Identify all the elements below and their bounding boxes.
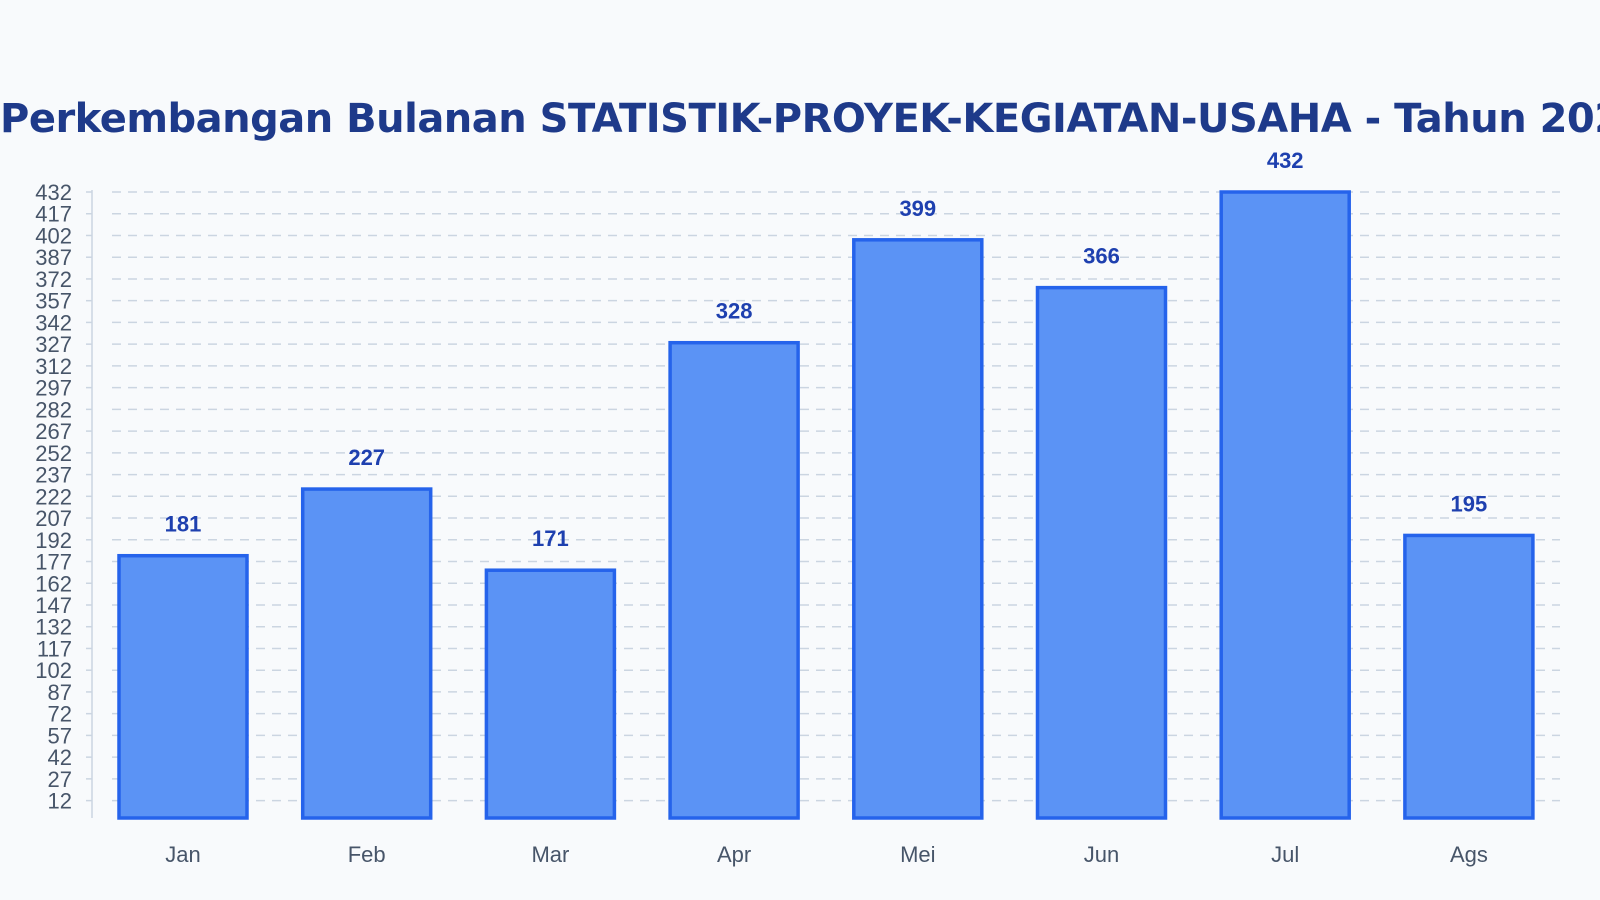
bar-mar: [484, 568, 617, 820]
y-tick-label: 12: [48, 789, 72, 814]
y-tick-label: 237: [35, 463, 72, 488]
y-tick-label: 297: [35, 376, 72, 401]
y-tick-label: 192: [35, 528, 72, 553]
y-tick-label: 252: [35, 441, 72, 466]
x-tick-label: Mei: [900, 842, 935, 867]
y-tick-label: 72: [48, 702, 72, 727]
y-tick-label: 402: [35, 223, 72, 248]
y-tick-label: 267: [35, 419, 72, 444]
x-tick-label: Feb: [348, 842, 386, 867]
y-tick-label: 372: [35, 267, 72, 292]
bar-feb: [300, 487, 433, 820]
y-tick-label: 327: [35, 332, 72, 357]
data-label: 328: [716, 299, 753, 324]
labels: 181 Jan 227 Feb 171 Mar 328 Apr 399 Mei 366 Jun 432 J…: [165, 148, 1488, 867]
y-tick-label: 222: [35, 484, 72, 509]
bar-apr: [668, 340, 800, 820]
y-tick-label: 207: [35, 506, 72, 531]
data-label: 171: [532, 526, 569, 551]
x-tick-label: Apr: [717, 842, 751, 867]
y-tick-label: 417: [35, 202, 72, 227]
y-tick-label: 27: [48, 767, 72, 792]
y-tick-label: 42: [48, 745, 72, 770]
bar-jan: [117, 553, 249, 820]
bar-jul: [1219, 190, 1351, 820]
y-tick-label: 132: [35, 615, 72, 640]
x-tick-label: Jun: [1084, 842, 1119, 867]
x-tick-label: Mar: [531, 842, 569, 867]
data-label: 227: [348, 445, 385, 470]
y-tick-label: 117: [37, 636, 72, 661]
chart-title: Perkembangan Bulanan STATISTIK-PROYEK-KE…: [0, 96, 1600, 142]
x-tick-label: Ags: [1450, 842, 1488, 867]
y-tick-label: 147: [35, 593, 72, 618]
y-tick-label: 162: [35, 571, 72, 596]
y-tick-label: 57: [48, 723, 72, 748]
y-tick-label: 177: [35, 550, 72, 575]
bar-jun: [1035, 285, 1168, 820]
bar-ags: [1403, 533, 1535, 820]
y-tick-label: 432: [35, 180, 72, 205]
data-label: 195: [1451, 491, 1488, 516]
data-label: 366: [1083, 244, 1120, 269]
y-tick-label: 102: [35, 658, 72, 683]
bar-mei: [852, 238, 984, 820]
y-tick-label: 282: [35, 397, 72, 422]
y-axis: 1227425772871021171321471621771922072222…: [35, 180, 93, 818]
y-tick-label: 312: [35, 354, 72, 379]
data-label: 399: [899, 196, 936, 221]
data-label: 181: [165, 512, 202, 537]
y-tick-label: 342: [35, 310, 72, 335]
y-tick-label: 357: [35, 289, 72, 314]
y-tick-label: 87: [48, 680, 72, 705]
bars: [117, 190, 1535, 820]
y-tick-label: 387: [35, 245, 72, 270]
data-label: 432: [1267, 148, 1304, 173]
x-tick-label: Jul: [1271, 842, 1299, 867]
x-tick-label: Jan: [165, 842, 200, 867]
